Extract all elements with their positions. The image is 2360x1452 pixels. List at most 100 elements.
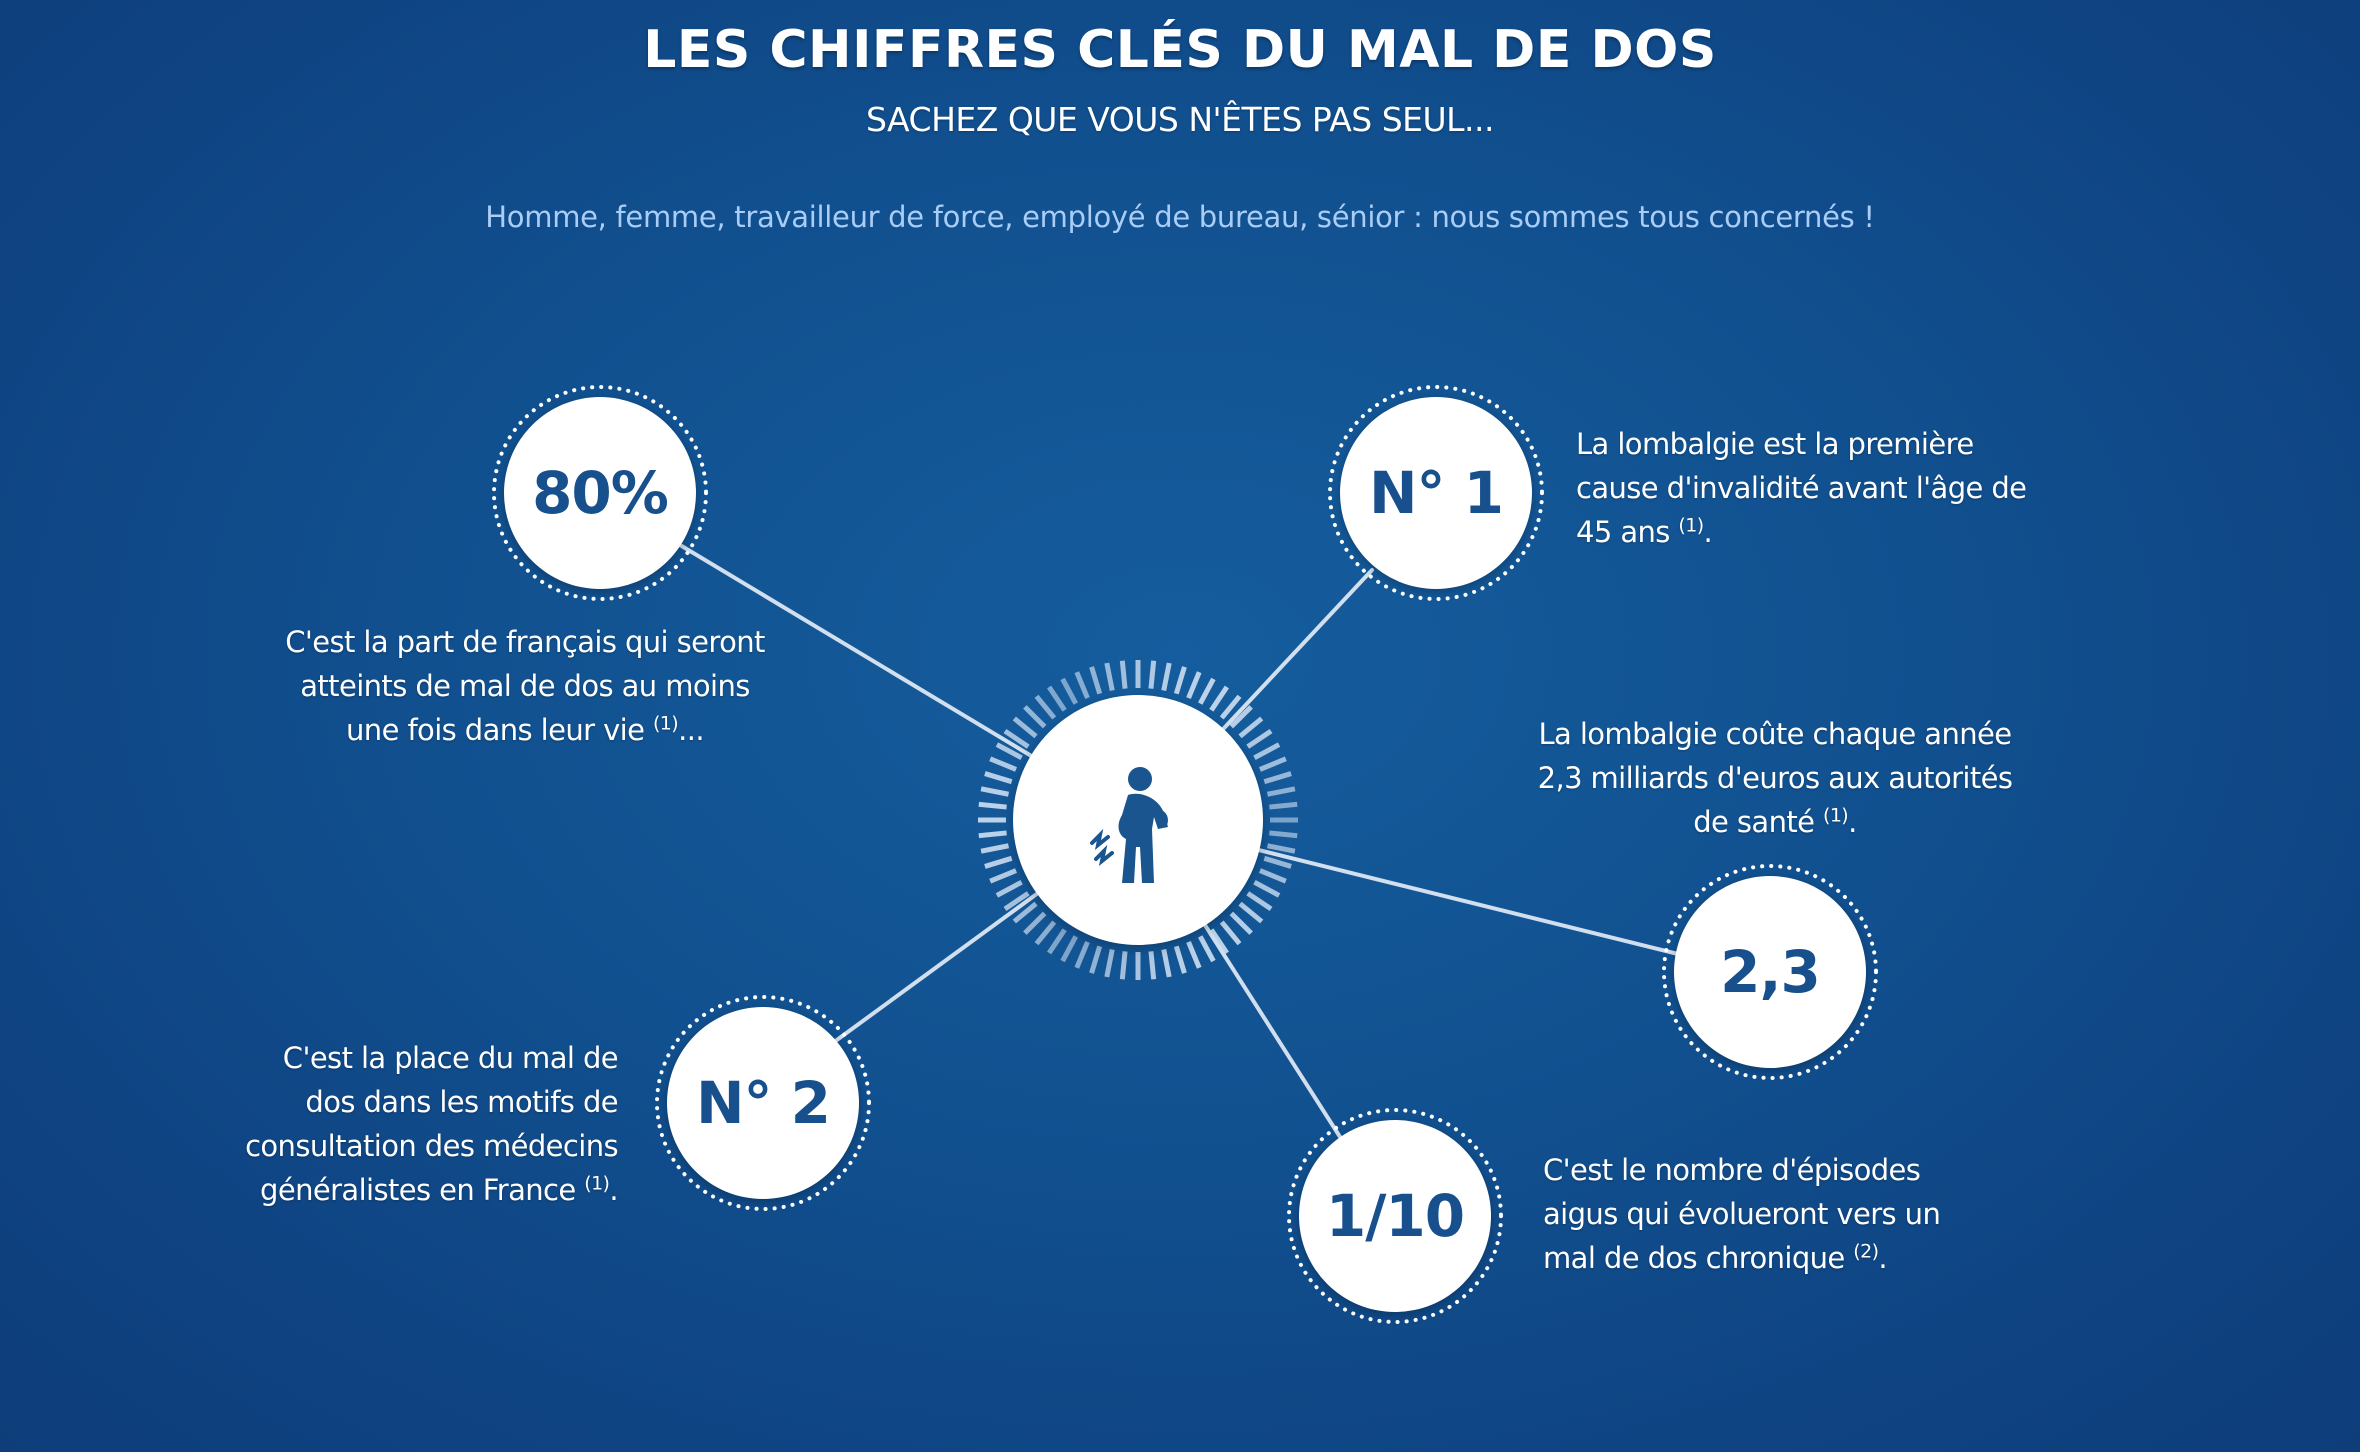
tagline: Homme, femme, travailleur de force, empl… (485, 200, 1875, 234)
hub-tick (995, 742, 1023, 760)
stat-text-tail: . (1878, 1241, 1888, 1275)
hub-tick (1060, 677, 1078, 705)
hub-tick (1161, 948, 1172, 978)
stat-rank-2: N° 2 (653, 993, 873, 1213)
hub-tick (1173, 945, 1187, 974)
hub-tick (1263, 855, 1292, 869)
hub-tick (1269, 801, 1298, 810)
footnote-ref: (2) (1853, 1240, 1879, 1263)
hub-tick (1047, 928, 1067, 955)
stat-2-3-billion: 2,3 (1660, 862, 1880, 1082)
stat-text: La lombalgie est la première cause d'inv… (1576, 427, 2027, 549)
dotted-ring (1662, 864, 1878, 1080)
dotted-ring (1328, 385, 1544, 601)
hub-tick (1023, 911, 1047, 935)
footnote-ref: (1) (1823, 804, 1849, 827)
stat-80-percent: 80% (490, 383, 710, 603)
hub-tick (1253, 742, 1281, 760)
hub-tick (1266, 843, 1296, 854)
hub-tick (989, 868, 1018, 884)
hub-core (1013, 695, 1263, 945)
stat-text: La lombalgie coûte chaque année 2,3 mill… (1537, 717, 2013, 839)
stat-value: 80% (532, 459, 669, 527)
hub-tick (1148, 951, 1157, 980)
stat-description: C'est le nombre d'épisodes aigus qui évo… (1543, 1148, 1983, 1280)
hub-tick (1246, 891, 1273, 911)
hub-tick (1266, 786, 1296, 797)
hub-tick (980, 843, 1010, 854)
hub-tick (989, 756, 1018, 772)
hub-tick (995, 880, 1023, 898)
hub-tick (1219, 920, 1242, 946)
hub-tick (1238, 716, 1264, 739)
stat-text: C'est la place du mal de dos dans les mo… (245, 1041, 619, 1207)
stat-value: 1/10 (1325, 1182, 1465, 1250)
stat-one-in-ten: 1/10 (1285, 1106, 1505, 1326)
stat-description: La lombalgie est la première cause d'inv… (1576, 422, 2046, 554)
hub-tick (1034, 694, 1057, 720)
stat-disc: 1/10 (1299, 1120, 1491, 1312)
stat-text: C'est la part de français qui seront att… (285, 625, 765, 747)
back-pain-person-icon (1090, 767, 1168, 883)
hub-tick (1012, 901, 1038, 924)
hub-tick (1034, 920, 1057, 946)
hub-tick (1023, 705, 1047, 729)
hub-tick (1119, 951, 1128, 980)
hub-tick (1198, 677, 1216, 705)
page-title: LES CHIFFRES CLÉS DU MAL DE DOS (643, 20, 1717, 80)
hub-tick (1089, 945, 1103, 974)
hub-tick (1263, 771, 1292, 785)
hub-tick (984, 855, 1013, 869)
hub-tick (1003, 729, 1030, 749)
hub-tick (1119, 660, 1128, 689)
stat-value: 2,3 (1720, 938, 1821, 1006)
footnote-ref: (1) (1678, 514, 1704, 537)
hub-tick (1148, 660, 1157, 689)
stat-value: N° 2 (695, 1069, 831, 1137)
dotted-ring (492, 385, 708, 601)
stat-disc: 80% (504, 397, 696, 589)
footnote-ref: (1) (652, 712, 679, 735)
hub-tick (1161, 662, 1172, 692)
hub-tick (1186, 940, 1202, 969)
page-subtitle: SACHEZ QUE VOUS N'ÊTES PAS SEUL... (865, 100, 1495, 139)
stat-disc: N° 2 (667, 1007, 859, 1199)
hub-tick (1003, 891, 1030, 911)
hub-tick (1012, 716, 1038, 739)
dotted-ring (1287, 1108, 1503, 1324)
hub-tick (1258, 756, 1287, 772)
hub-tick (1219, 694, 1242, 720)
hub-tick (1258, 868, 1287, 884)
hub-tick (1104, 948, 1115, 978)
hub-tick (1269, 830, 1298, 839)
hub-tick (978, 801, 1007, 810)
stat-text-tail: . (609, 1173, 618, 1207)
hub-tick (980, 786, 1010, 797)
hub-tick (1198, 935, 1216, 963)
hub-tick (1173, 666, 1187, 695)
hub-tick (1047, 685, 1067, 712)
hub-tick (1229, 911, 1253, 935)
hub-tick (1104, 662, 1115, 692)
hub-tick-ring (978, 660, 1298, 980)
stat-description: La lombalgie coûte chaque année 2,3 mill… (1535, 712, 2015, 844)
stat-disc: 2,3 (1674, 876, 1866, 1068)
stat-text-tail: ... (678, 713, 704, 747)
hub-tick (1253, 880, 1281, 898)
stat-text-tail: . (1848, 805, 1857, 839)
stat-description: C'est la part de français qui seront att… (270, 620, 780, 752)
footnote-ref: (1) (584, 1172, 610, 1195)
stat-rank-1: N° 1 (1326, 383, 1546, 603)
hub-tick (1089, 666, 1103, 695)
hub-tick (978, 830, 1007, 839)
hub-tick (984, 771, 1013, 785)
hub-tick (1238, 901, 1264, 924)
hub-tick (1186, 671, 1202, 700)
stat-text-tail: . (1703, 515, 1713, 549)
hub-tick (1246, 729, 1273, 749)
hub-tick (1209, 685, 1229, 712)
hub-tick (1060, 935, 1078, 963)
stat-description: C'est la place du mal de dos dans les mo… (230, 1036, 619, 1212)
stat-disc: N° 1 (1340, 397, 1532, 589)
dotted-ring (655, 995, 871, 1211)
